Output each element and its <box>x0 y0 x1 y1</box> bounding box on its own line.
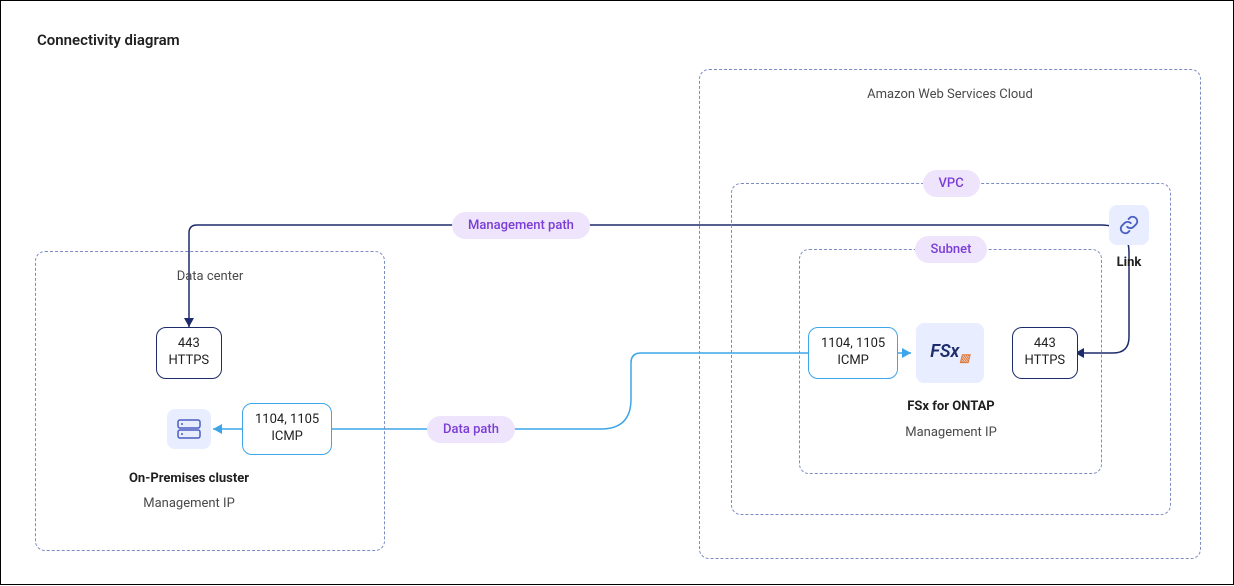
port-line2: ICMP <box>821 353 885 370</box>
port-line2: HTTPS <box>1025 353 1066 370</box>
fsx-label: FSx▧ <box>930 341 970 365</box>
region-label-cloud: Amazon Web Services Cloud <box>699 87 1201 102</box>
port-fsx-https: 443HTTPS <box>1012 327 1079 379</box>
pill-mgmt-path: Management path <box>452 212 590 239</box>
link-title: Link <box>1079 255 1179 270</box>
port-line2: ICMP <box>255 429 319 446</box>
pill-vpc-pill: VPC <box>923 170 980 197</box>
link-icon <box>1109 205 1149 245</box>
fsx-subtitle: Management IP <box>831 425 1071 440</box>
port-line1: 1104, 1105 <box>255 412 319 429</box>
port-line1: 1104, 1105 <box>821 336 885 353</box>
onprem-cluster-icon <box>167 409 211 449</box>
pill-data-path: Data path <box>427 416 515 443</box>
fsx-title: FSx for ONTAP <box>831 399 1071 414</box>
region-label-data-center: Data center <box>35 269 385 284</box>
port-line2: HTTPS <box>169 353 210 370</box>
fsx-icon: FSx▧ <box>916 323 984 383</box>
diagram-title: Connectivity diagram <box>37 31 180 49</box>
port-onprem-https: 443HTTPS <box>156 327 223 379</box>
port-line1: 443 <box>1025 336 1066 353</box>
onprem-title: On-Premises cluster <box>1 471 377 486</box>
port-fsx-icmp: 1104, 1105ICMP <box>808 327 898 379</box>
port-line1: 443 <box>169 336 210 353</box>
port-onprem-icmp: 1104, 1105ICMP <box>242 403 332 455</box>
pill-subnet-pill: Subnet <box>915 236 988 263</box>
onprem-subtitle: Management IP <box>1 496 377 511</box>
